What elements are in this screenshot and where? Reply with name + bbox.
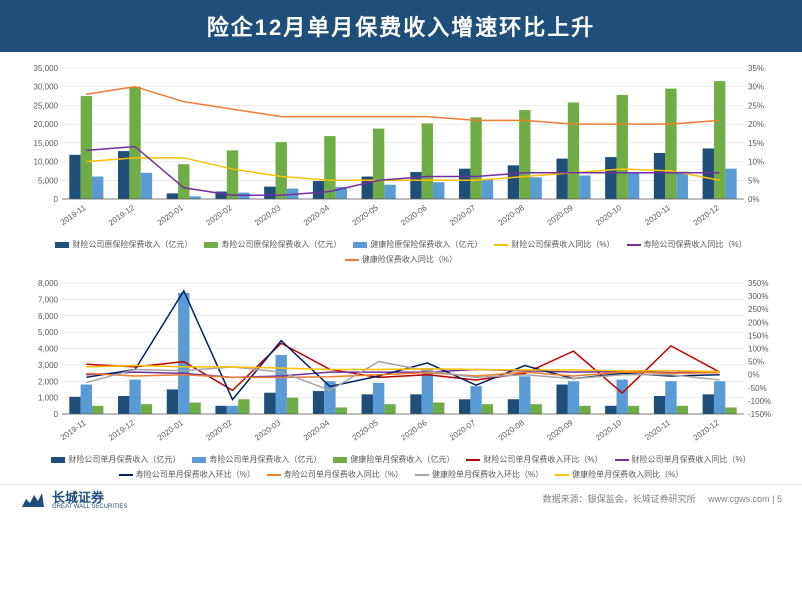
svg-text:7,000: 7,000	[38, 295, 59, 304]
svg-text:2020-01: 2020-01	[156, 418, 186, 443]
svg-text:15,000: 15,000	[34, 139, 59, 148]
legend-item: 健康险原保险保费收入（亿元）	[353, 239, 482, 250]
svg-text:35,000: 35,000	[34, 64, 59, 73]
legend-item: 财险公司单月保费收入环比（%）	[466, 454, 602, 465]
svg-text:30%: 30%	[748, 83, 764, 92]
svg-text:2020-04: 2020-04	[302, 418, 332, 443]
legend-item: 财险公司原保险保费收入（亿元）	[55, 239, 192, 250]
svg-text:2,000: 2,000	[38, 377, 59, 386]
svg-text:2020-11: 2020-11	[643, 418, 672, 442]
svg-text:2020-05: 2020-05	[351, 418, 381, 443]
svg-text:0: 0	[54, 195, 59, 204]
svg-text:2020-09: 2020-09	[545, 418, 575, 443]
logo: 长城证券 GREAT WALL SECURITIES	[20, 487, 127, 510]
svg-text:50%: 50%	[748, 358, 764, 367]
svg-text:2020-10: 2020-10	[594, 418, 624, 443]
svg-text:2020-01: 2020-01	[156, 203, 186, 228]
svg-text:2020-08: 2020-08	[497, 418, 527, 443]
svg-text:2020-11: 2020-11	[643, 203, 672, 227]
chart1: 0 5,000 10,000 15,000 20,000 25,000 30,000 35,0…	[20, 60, 782, 235]
chart2-legend: 财险公司单月保费收入（亿元） 寿险公司单月保费收入（亿元） 健康险单月保费收入（亿元…	[0, 452, 802, 482]
svg-text:5%: 5%	[748, 176, 760, 185]
svg-text:300%: 300%	[748, 292, 768, 301]
svg-text:35%: 35%	[748, 64, 764, 73]
svg-text:2020-02: 2020-02	[204, 418, 234, 443]
svg-text:30,000: 30,000	[34, 83, 59, 92]
legend-item: 财险公司单月保费收入同比（%）	[615, 454, 751, 465]
logo-subtitle: GREAT WALL SECURITIES	[52, 504, 127, 510]
svg-text:2020-07: 2020-07	[448, 203, 478, 228]
svg-text:10%: 10%	[748, 158, 764, 167]
svg-text:2020-09: 2020-09	[545, 203, 575, 228]
source-text: 数据来源：银保监会，长城证券研究所 www.cgws.com | 5	[543, 492, 782, 505]
chart1-container: 0 5,000 10,000 15,000 20,000 25,000 30,000 35,0…	[0, 52, 802, 237]
svg-text:2019-11: 2019-11	[59, 203, 88, 227]
svg-text:3,000: 3,000	[38, 361, 59, 370]
legend-item: 健康险单月保费收入同比（%）	[555, 469, 683, 480]
svg-text:-100%: -100%	[748, 397, 771, 406]
svg-text:2020-05: 2020-05	[351, 203, 381, 228]
logo-icon	[20, 489, 46, 509]
svg-text:-50%: -50%	[748, 384, 767, 393]
svg-text:2020-02: 2020-02	[204, 203, 234, 228]
legend-item: 寿险公司保费收入同比（%）	[627, 239, 747, 250]
svg-text:8,000: 8,000	[38, 279, 59, 288]
svg-text:25,000: 25,000	[34, 101, 59, 110]
svg-text:0%: 0%	[748, 195, 760, 204]
legend-item: 寿险公司单月保费收入环比（%）	[119, 469, 255, 480]
svg-text:-150%: -150%	[748, 410, 771, 419]
page-title: 险企12月单月保费收入增速环比上升	[0, 0, 802, 52]
svg-text:20%: 20%	[748, 120, 764, 129]
svg-text:350%: 350%	[748, 279, 768, 288]
chart2-container: 0 1,000 2,000 3,000 4,000 5,000 6,000 7,000 8,00…	[0, 267, 802, 452]
svg-text:2019-11: 2019-11	[59, 418, 88, 442]
svg-text:2020-06: 2020-06	[399, 418, 429, 443]
legend-item: 寿险公司单月保费收入同比（%）	[267, 469, 403, 480]
svg-text:200%: 200%	[748, 318, 768, 327]
legend-item: 健康险单月保费收入环比（%）	[415, 469, 543, 480]
legend-item: 寿险公司原保险保费收入（亿元）	[204, 239, 341, 250]
chart2: 0 1,000 2,000 3,000 4,000 5,000 6,000 7,000 8,00…	[20, 275, 782, 450]
svg-text:20,000: 20,000	[34, 120, 59, 129]
svg-text:5,000: 5,000	[38, 328, 59, 337]
svg-text:4,000: 4,000	[38, 345, 59, 354]
footer: 长城证券 GREAT WALL SECURITIES 数据来源：银保监会，长城证…	[0, 484, 802, 516]
svg-text:2020-12: 2020-12	[692, 418, 722, 443]
svg-text:15%: 15%	[748, 139, 764, 148]
svg-text:5,000: 5,000	[38, 176, 59, 185]
svg-text:10,000: 10,000	[34, 158, 59, 167]
svg-text:1,000: 1,000	[38, 394, 59, 403]
svg-text:2019-12: 2019-12	[107, 203, 137, 228]
svg-text:2019-12: 2019-12	[107, 418, 137, 443]
svg-text:2020-03: 2020-03	[253, 418, 283, 443]
svg-text:2020-12: 2020-12	[692, 203, 722, 228]
svg-text:2020-03: 2020-03	[253, 203, 283, 228]
svg-text:100%: 100%	[748, 345, 768, 354]
svg-text:2020-07: 2020-07	[448, 418, 478, 443]
svg-text:6,000: 6,000	[38, 312, 59, 321]
legend-item: 寿险公司单月保费收入（亿元）	[192, 454, 321, 465]
legend-item: 财险公司单月保费收入（亿元）	[51, 454, 180, 465]
svg-text:2020-04: 2020-04	[302, 203, 332, 228]
svg-text:2020-06: 2020-06	[399, 203, 429, 228]
svg-text:0: 0	[54, 410, 59, 419]
chart1-legend: 财险公司原保险保费收入（亿元） 寿险公司原保险保费收入（亿元） 健康险原保险保费收入…	[0, 237, 802, 267]
svg-text:2020-08: 2020-08	[497, 203, 527, 228]
legend-item: 健康险保费收入同比（%）	[345, 254, 457, 265]
svg-text:0%: 0%	[748, 371, 760, 380]
svg-text:25%: 25%	[748, 101, 764, 110]
svg-text:2020-10: 2020-10	[594, 203, 624, 228]
legend-item: 财险公司保费收入同比（%）	[494, 239, 614, 250]
svg-text:250%: 250%	[748, 305, 768, 314]
svg-text:150%: 150%	[748, 331, 768, 340]
legend-item: 健康险单月保费收入（亿元）	[333, 454, 454, 465]
